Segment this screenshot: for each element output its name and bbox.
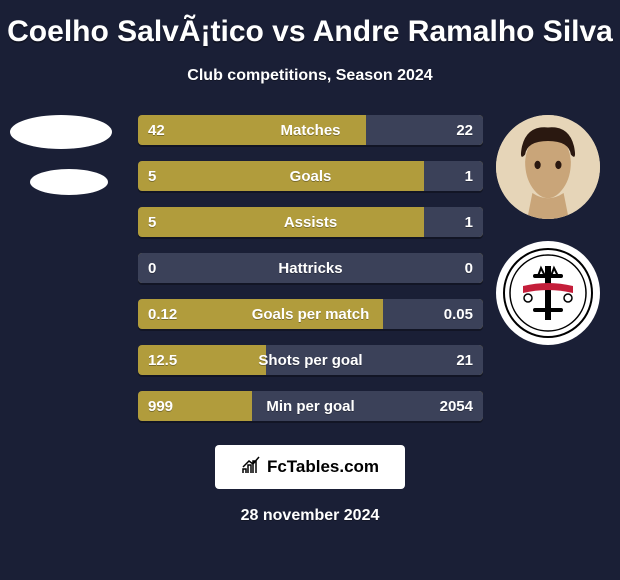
left-club-placeholder-icon (30, 169, 108, 195)
stat-bar-right (424, 161, 483, 191)
stat-left-value: 42 (148, 122, 165, 139)
stat-left-value: 5 (148, 168, 156, 185)
stat-label: Matches (280, 122, 340, 139)
right-player-avatars (496, 115, 600, 345)
stat-label: Assists (284, 214, 337, 231)
left-player-placeholder-icon (10, 115, 112, 149)
left-player-avatars (10, 115, 112, 215)
stat-label: Goals per match (252, 306, 370, 323)
stat-left-value: 5 (148, 214, 156, 231)
stat-row: 0 Hattricks 0 (138, 253, 483, 283)
stat-row: 0.12 Goals per match 0.05 (138, 299, 483, 329)
stat-right-value: 1 (465, 214, 473, 231)
player-face-icon (496, 115, 600, 219)
stat-label: Goals (290, 168, 332, 185)
stat-row: 12.5 Shots per goal 21 (138, 345, 483, 375)
stat-label: Min per goal (266, 398, 354, 415)
stat-bar-right (424, 207, 483, 237)
brand-name: FcTables.com (267, 457, 379, 477)
stat-row: 5 Goals 1 (138, 161, 483, 191)
comparison-infographic: Coelho SalvÃ¡tico vs Andre Ramalho Silva… (0, 0, 620, 580)
stat-left-value: 12.5 (148, 352, 177, 369)
stat-right-value: 0 (465, 260, 473, 277)
subtitle: Club competitions, Season 2024 (0, 67, 620, 85)
club-logo-icon (503, 248, 593, 338)
stat-row: 42 Matches 22 (138, 115, 483, 145)
date-label: 28 november 2024 (0, 507, 620, 525)
stat-row: 999 Min per goal 2054 (138, 391, 483, 421)
brand-logo: FcTables.com (215, 445, 405, 489)
page-title: Coelho SalvÃ¡tico vs Andre Ramalho Silva (0, 15, 620, 49)
stat-right-value: 1 (465, 168, 473, 185)
chart-icon (241, 455, 261, 480)
stats-section: 42 Matches 22 5 Goals 1 5 Assists 1 0 Hattricks 0 0.… (0, 115, 620, 435)
stat-right-value: 22 (456, 122, 473, 139)
stat-left-value: 999 (148, 398, 173, 415)
stat-label: Hattricks (278, 260, 342, 277)
stat-right-value: 2054 (440, 398, 473, 415)
right-club-logo (496, 241, 600, 345)
stat-right-value: 21 (456, 352, 473, 369)
stat-label: Shots per goal (258, 352, 362, 369)
stat-left-value: 0 (148, 260, 156, 277)
stat-left-value: 0.12 (148, 306, 177, 323)
right-player-avatar (496, 115, 600, 219)
stat-row: 5 Assists 1 (138, 207, 483, 237)
stats-rows: 42 Matches 22 5 Goals 1 5 Assists 1 0 Hattricks 0 0.… (138, 115, 483, 421)
stat-right-value: 0.05 (444, 306, 473, 323)
